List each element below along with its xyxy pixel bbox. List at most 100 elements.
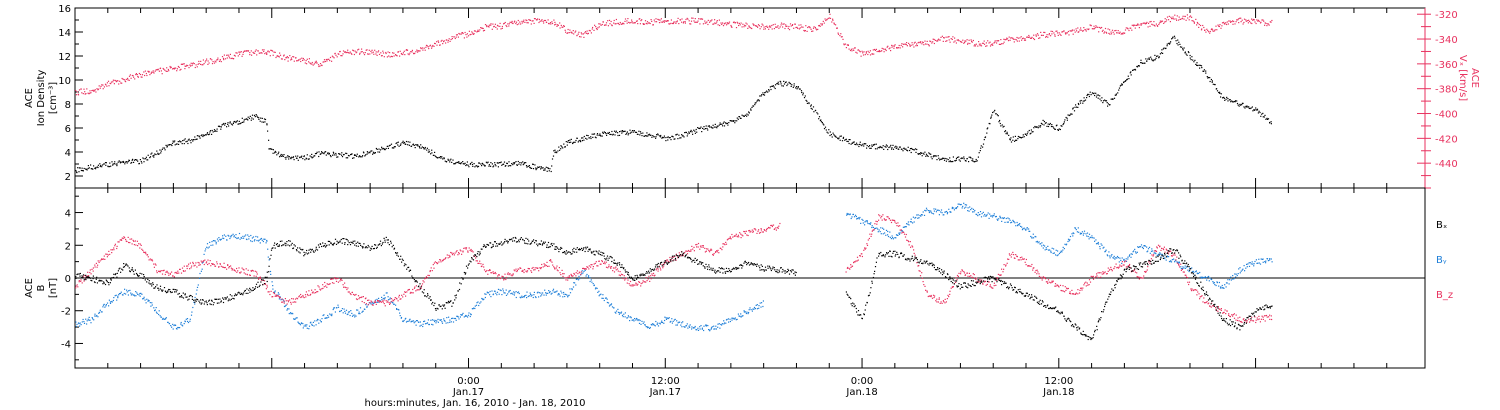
- vx-point: [662, 21, 664, 23]
- by-point: [282, 299, 284, 301]
- density-point: [1158, 56, 1160, 58]
- vx-point: [207, 63, 209, 65]
- by-point: [293, 318, 295, 320]
- by-point: [248, 238, 250, 240]
- vx-point: [447, 39, 449, 42]
- density-point: [599, 133, 601, 135]
- density-point: [421, 146, 423, 148]
- by-point: [1206, 279, 1208, 281]
- by-point: [106, 302, 109, 304]
- density-point: [1140, 62, 1142, 64]
- density-point: [508, 161, 510, 163]
- vx-point: [434, 43, 436, 45]
- bz-point: [504, 273, 506, 275]
- vx-point: [1088, 28, 1090, 30]
- by-point: [295, 317, 297, 319]
- bz-point: [358, 298, 360, 300]
- by-point: [1115, 257, 1117, 259]
- vx-point: [719, 24, 721, 27]
- density-point: [466, 164, 468, 166]
- vx-point: [261, 49, 264, 51]
- density-point: [702, 127, 704, 129]
- bz-point: [334, 278, 337, 280]
- bz-point: [449, 256, 451, 258]
- density-point: [980, 147, 982, 149]
- density-point: [147, 159, 149, 161]
- by-point: [226, 239, 228, 241]
- density-point: [848, 139, 850, 141]
- by-point: [139, 292, 141, 295]
- vx-point: [666, 20, 668, 22]
- density-point: [951, 161, 953, 163]
- vx-point: [916, 43, 918, 45]
- bz-point: [322, 284, 324, 286]
- vx-point: [989, 41, 991, 43]
- by-point: [913, 221, 915, 223]
- vx-point: [1214, 29, 1216, 31]
- density-point: [95, 168, 97, 170]
- density-point: [1182, 48, 1184, 50]
- by-point: [753, 306, 756, 309]
- density-point: [486, 162, 488, 164]
- vx-point: [448, 38, 450, 40]
- density-point: [1163, 47, 1165, 49]
- density-point: [639, 134, 641, 136]
- density-point: [845, 138, 847, 140]
- density-point: [1255, 107, 1257, 109]
- density-point: [728, 122, 730, 124]
- by-point: [676, 320, 678, 322]
- vx-point: [399, 55, 401, 57]
- vx-point: [315, 62, 317, 64]
- density-point: [377, 151, 379, 153]
- density-point: [586, 138, 588, 140]
- by-point: [710, 327, 713, 329]
- by-point: [189, 320, 191, 322]
- by-point: [1154, 252, 1156, 254]
- vx-point: [389, 56, 391, 58]
- bz-point: [276, 295, 278, 297]
- vx-point: [267, 51, 269, 53]
- bz-point: [226, 268, 228, 270]
- vx-point: [544, 19, 547, 22]
- bz-point: [201, 261, 203, 263]
- vx-point: [1076, 30, 1078, 32]
- vx-point: [1098, 31, 1100, 33]
- by-point: [549, 291, 551, 293]
- density-point: [915, 151, 917, 153]
- bz-point: [537, 267, 539, 269]
- density-point: [830, 134, 832, 136]
- density-point: [196, 138, 198, 140]
- density-point: [569, 139, 571, 141]
- vx-point: [310, 63, 312, 65]
- density-point: [717, 125, 719, 127]
- vx-point: [1053, 32, 1055, 34]
- bz-point: [141, 248, 143, 250]
- vx-point: [375, 53, 377, 55]
- density-point: [708, 125, 710, 127]
- density-point: [684, 132, 686, 134]
- vx-point: [829, 17, 832, 19]
- bz-point: [399, 298, 401, 300]
- vx-point: [483, 29, 486, 31]
- vx-point: [1016, 36, 1018, 39]
- density-point: [460, 162, 463, 164]
- density-point: [578, 140, 580, 142]
- vx-point: [1236, 19, 1238, 21]
- by-point: [1234, 273, 1236, 275]
- density-point: [765, 91, 767, 93]
- density-point: [1109, 104, 1111, 106]
- vx-point: [609, 23, 611, 25]
- density-point: [1162, 52, 1164, 54]
- by-point: [505, 289, 507, 291]
- vx-point: [113, 83, 115, 85]
- density-point: [462, 163, 464, 165]
- by-point: [196, 286, 199, 288]
- by-point: [610, 304, 612, 306]
- bz-point: [516, 270, 518, 273]
- vx-point: [1093, 28, 1095, 30]
- density-point: [987, 127, 989, 129]
- vx-point: [851, 50, 853, 52]
- density-point: [621, 132, 623, 134]
- by-point: [658, 322, 660, 324]
- by-point: [108, 299, 110, 301]
